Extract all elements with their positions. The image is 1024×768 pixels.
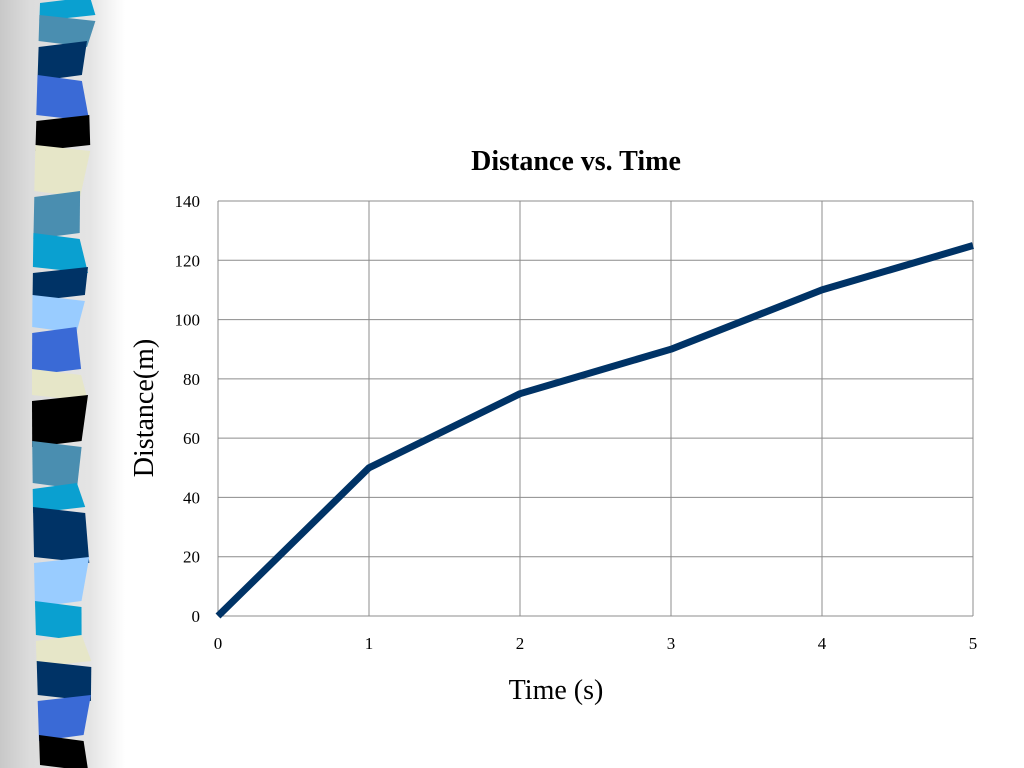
ribbon-band: [39, 0, 96, 21]
y-tick-label: 20: [183, 548, 200, 567]
ribbon-band: [32, 369, 88, 401]
ribbon-band: [32, 233, 88, 273]
y-tick-label: 80: [183, 370, 200, 389]
ribbon-band: [35, 601, 82, 641]
ribbon-band: [34, 557, 90, 607]
ribbon-band: [32, 295, 85, 333]
ribbon-band: [32, 395, 88, 447]
y-tick-label: 100: [175, 311, 201, 330]
y-tick-label: 0: [192, 607, 201, 626]
ribbon-band: [33, 507, 90, 563]
y-tick-label: 140: [175, 192, 201, 211]
series-layer: [215, 242, 974, 619]
ribbon-band: [37, 41, 87, 81]
y-axis-title: Distance(m): [129, 339, 160, 477]
ribbon-band: [37, 695, 91, 741]
x-tick-label: 0: [214, 634, 223, 653]
y-tick-label: 120: [175, 251, 201, 270]
ribbon-band: [39, 735, 88, 768]
x-tick-labels: 0 1 2 3 4 5: [214, 634, 978, 653]
ribbon-band: [34, 145, 91, 197]
y-tick-label: 40: [183, 488, 200, 507]
ribbon-band: [35, 115, 91, 151]
ribbon-band: [36, 661, 92, 701]
ribbon-band: [36, 75, 90, 121]
ribbon-band: [32, 267, 88, 301]
y-tick-labels: 0 20 40 60 80 100 120 140: [175, 192, 201, 626]
y-tick-label: 60: [183, 429, 200, 448]
ribbon-band: [35, 635, 92, 667]
x-tick-label: 5: [969, 634, 978, 653]
grid-lines: [217, 200, 974, 617]
x-tick-label: 3: [667, 634, 676, 653]
series-line: [215, 242, 974, 619]
ribbon-band: [32, 441, 82, 489]
x-axis-title: Time (s): [509, 675, 604, 706]
ribbon-band: [38, 15, 96, 47]
x-tick-label: 1: [365, 634, 374, 653]
decorative-ribbon: [32, 0, 96, 768]
x-tick-label: 2: [516, 634, 525, 653]
ribbon-band: [32, 483, 86, 513]
chart-title: Distance vs. Time: [471, 146, 681, 177]
x-tick-label: 4: [818, 634, 827, 653]
ribbon-band: [32, 327, 82, 375]
ribbon-band: [33, 191, 81, 239]
